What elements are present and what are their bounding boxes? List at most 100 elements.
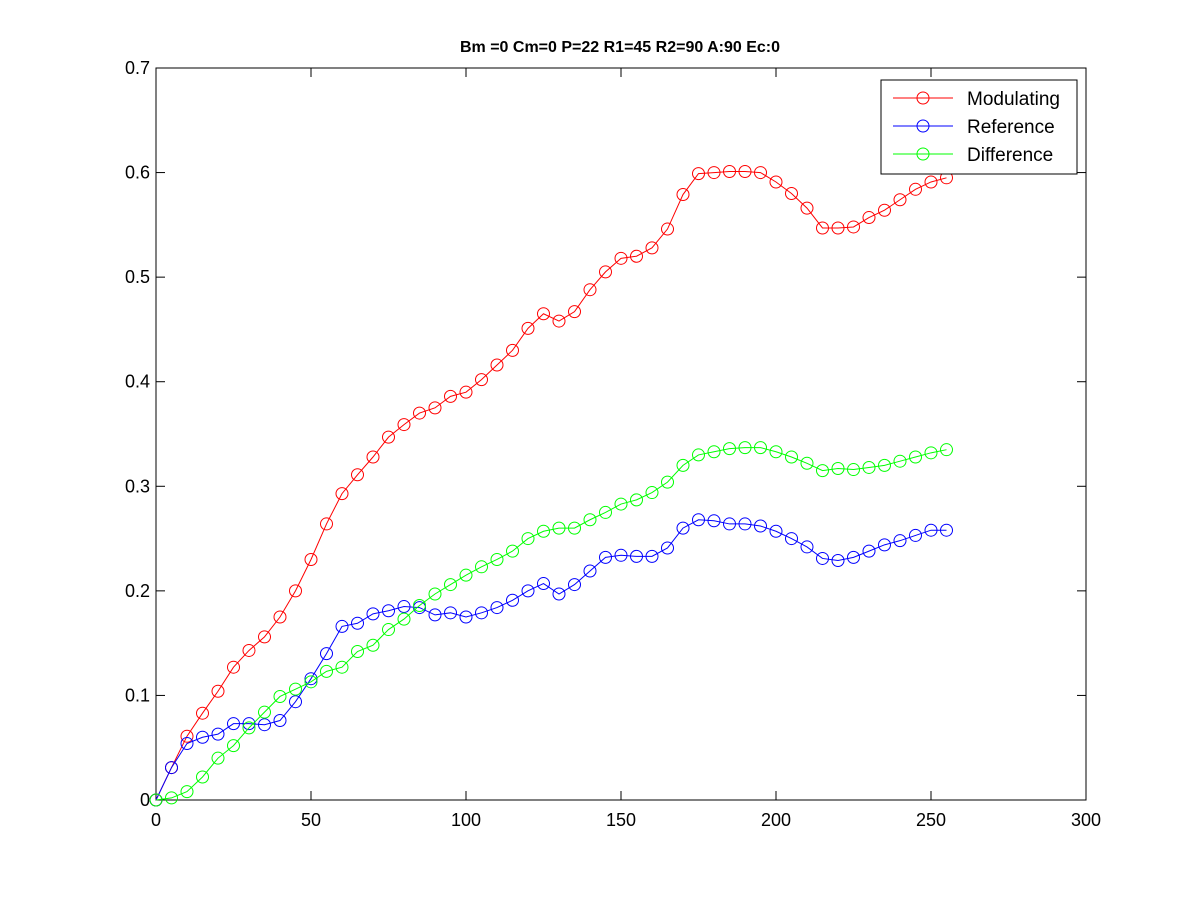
data-point-difference	[506, 544, 519, 558]
data-point-modulating	[444, 389, 457, 403]
data-point-modulating	[289, 584, 302, 598]
y-tick-label: 0.2	[125, 581, 150, 601]
data-point-modulating	[382, 430, 395, 444]
y-tick-label: 0.5	[125, 267, 150, 287]
data-point-difference	[428, 587, 442, 601]
data-point-modulating	[506, 343, 519, 357]
data-point-difference	[490, 552, 504, 566]
series-line-modulating	[155, 171, 947, 801]
data-point-difference	[552, 521, 566, 535]
data-point-reference	[506, 593, 519, 607]
data-point-difference	[738, 441, 752, 455]
data-point-difference	[583, 513, 597, 527]
data-point-modulating	[413, 406, 426, 420]
data-point-difference	[382, 623, 395, 637]
plot-area: 0 50 100 150 200 250 300 0 0.1 0.2 0.3 0.4 0.5 0.6 0.7	[125, 58, 1101, 830]
data-point-reference	[180, 737, 194, 751]
data-point-reference	[196, 730, 209, 744]
data-point-reference	[227, 717, 240, 731]
data-point-modulating	[645, 241, 659, 255]
data-point-reference	[428, 608, 442, 622]
data-point-modulating	[707, 166, 721, 180]
data-point-modulating	[242, 643, 256, 657]
data-point-reference	[924, 523, 938, 537]
data-point-difference	[211, 751, 225, 765]
data-point-difference	[785, 450, 798, 464]
data-point-modulating	[785, 186, 798, 200]
y-tick-label: 0.6	[125, 163, 150, 183]
data-point-difference	[645, 486, 659, 500]
data-point-reference	[847, 550, 860, 564]
legend-marker-difference	[916, 147, 930, 161]
data-point-reference	[382, 604, 395, 618]
data-point-difference	[568, 521, 581, 535]
data-point-difference	[847, 463, 860, 477]
legend-marker-modulating	[916, 91, 930, 105]
data-point-reference	[878, 538, 891, 552]
data-point-reference	[537, 577, 550, 591]
data-point-difference	[614, 497, 628, 511]
data-point-difference	[242, 721, 256, 735]
y-tick-label: 0.1	[125, 685, 150, 705]
data-point-difference	[661, 475, 674, 489]
data-point-difference	[878, 458, 891, 472]
x-tick-label: 100	[451, 810, 481, 830]
series-line-reference	[155, 519, 947, 801]
data-point-modulating	[723, 165, 736, 179]
data-point-difference	[924, 446, 938, 460]
data-point-reference	[599, 550, 612, 564]
data-point-modulating	[909, 182, 922, 196]
data-point-modulating	[614, 251, 628, 265]
data-point-difference	[692, 448, 705, 462]
data-point-modulating	[552, 314, 566, 328]
data-point-reference	[661, 541, 674, 555]
data-point-modulating	[630, 249, 643, 263]
data-point-difference	[893, 454, 907, 468]
data-point-modulating	[924, 175, 938, 189]
data-point-reference	[816, 551, 829, 565]
legend-label-reference: Reference	[967, 117, 1055, 138]
data-point-reference	[692, 513, 705, 527]
chart-title: Bm =0 Cm=0 P=22 R1=45 R2=90 A:90 Ec:0	[460, 39, 780, 56]
data-point-reference	[490, 601, 504, 615]
data-point-difference	[707, 445, 721, 459]
data-point-reference	[769, 524, 783, 538]
data-point-difference	[320, 664, 333, 678]
data-point-difference	[940, 443, 953, 457]
data-point-reference	[242, 717, 256, 731]
data-point-difference	[537, 524, 550, 538]
data-point-modulating	[537, 307, 550, 321]
x-tick-label: 150	[606, 810, 636, 830]
data-point-difference	[769, 445, 783, 459]
data-point-difference	[366, 638, 380, 652]
data-point-difference	[459, 568, 473, 582]
data-point-difference	[227, 739, 240, 753]
data-point-reference	[397, 600, 411, 614]
legend-box	[880, 79, 1078, 175]
data-point-reference	[862, 544, 876, 558]
data-point-modulating	[227, 660, 240, 674]
y-tick-label: 0	[140, 790, 150, 810]
data-point-difference	[351, 645, 364, 659]
data-point-reference	[335, 619, 349, 633]
data-point-modulating	[692, 167, 705, 181]
data-point-reference	[645, 549, 659, 563]
data-point-reference	[444, 606, 457, 620]
data-point-modulating	[893, 193, 907, 207]
x-tick-label: 50	[301, 810, 321, 830]
data-point-reference	[614, 548, 628, 562]
data-point-modulating	[211, 684, 225, 698]
data-point-modulating	[847, 220, 860, 234]
data-point-reference	[723, 517, 736, 531]
data-point-modulating	[583, 283, 597, 297]
data-point-modulating	[490, 358, 504, 372]
x-tick-label: 200	[761, 810, 791, 830]
data-point-reference	[351, 616, 364, 630]
legend-label-modulating: Modulating	[967, 89, 1060, 110]
data-point-reference	[304, 672, 318, 686]
data-point-reference	[676, 521, 690, 535]
data-point-reference	[738, 517, 752, 531]
data-point-difference	[335, 660, 349, 674]
data-point-difference	[862, 460, 876, 474]
